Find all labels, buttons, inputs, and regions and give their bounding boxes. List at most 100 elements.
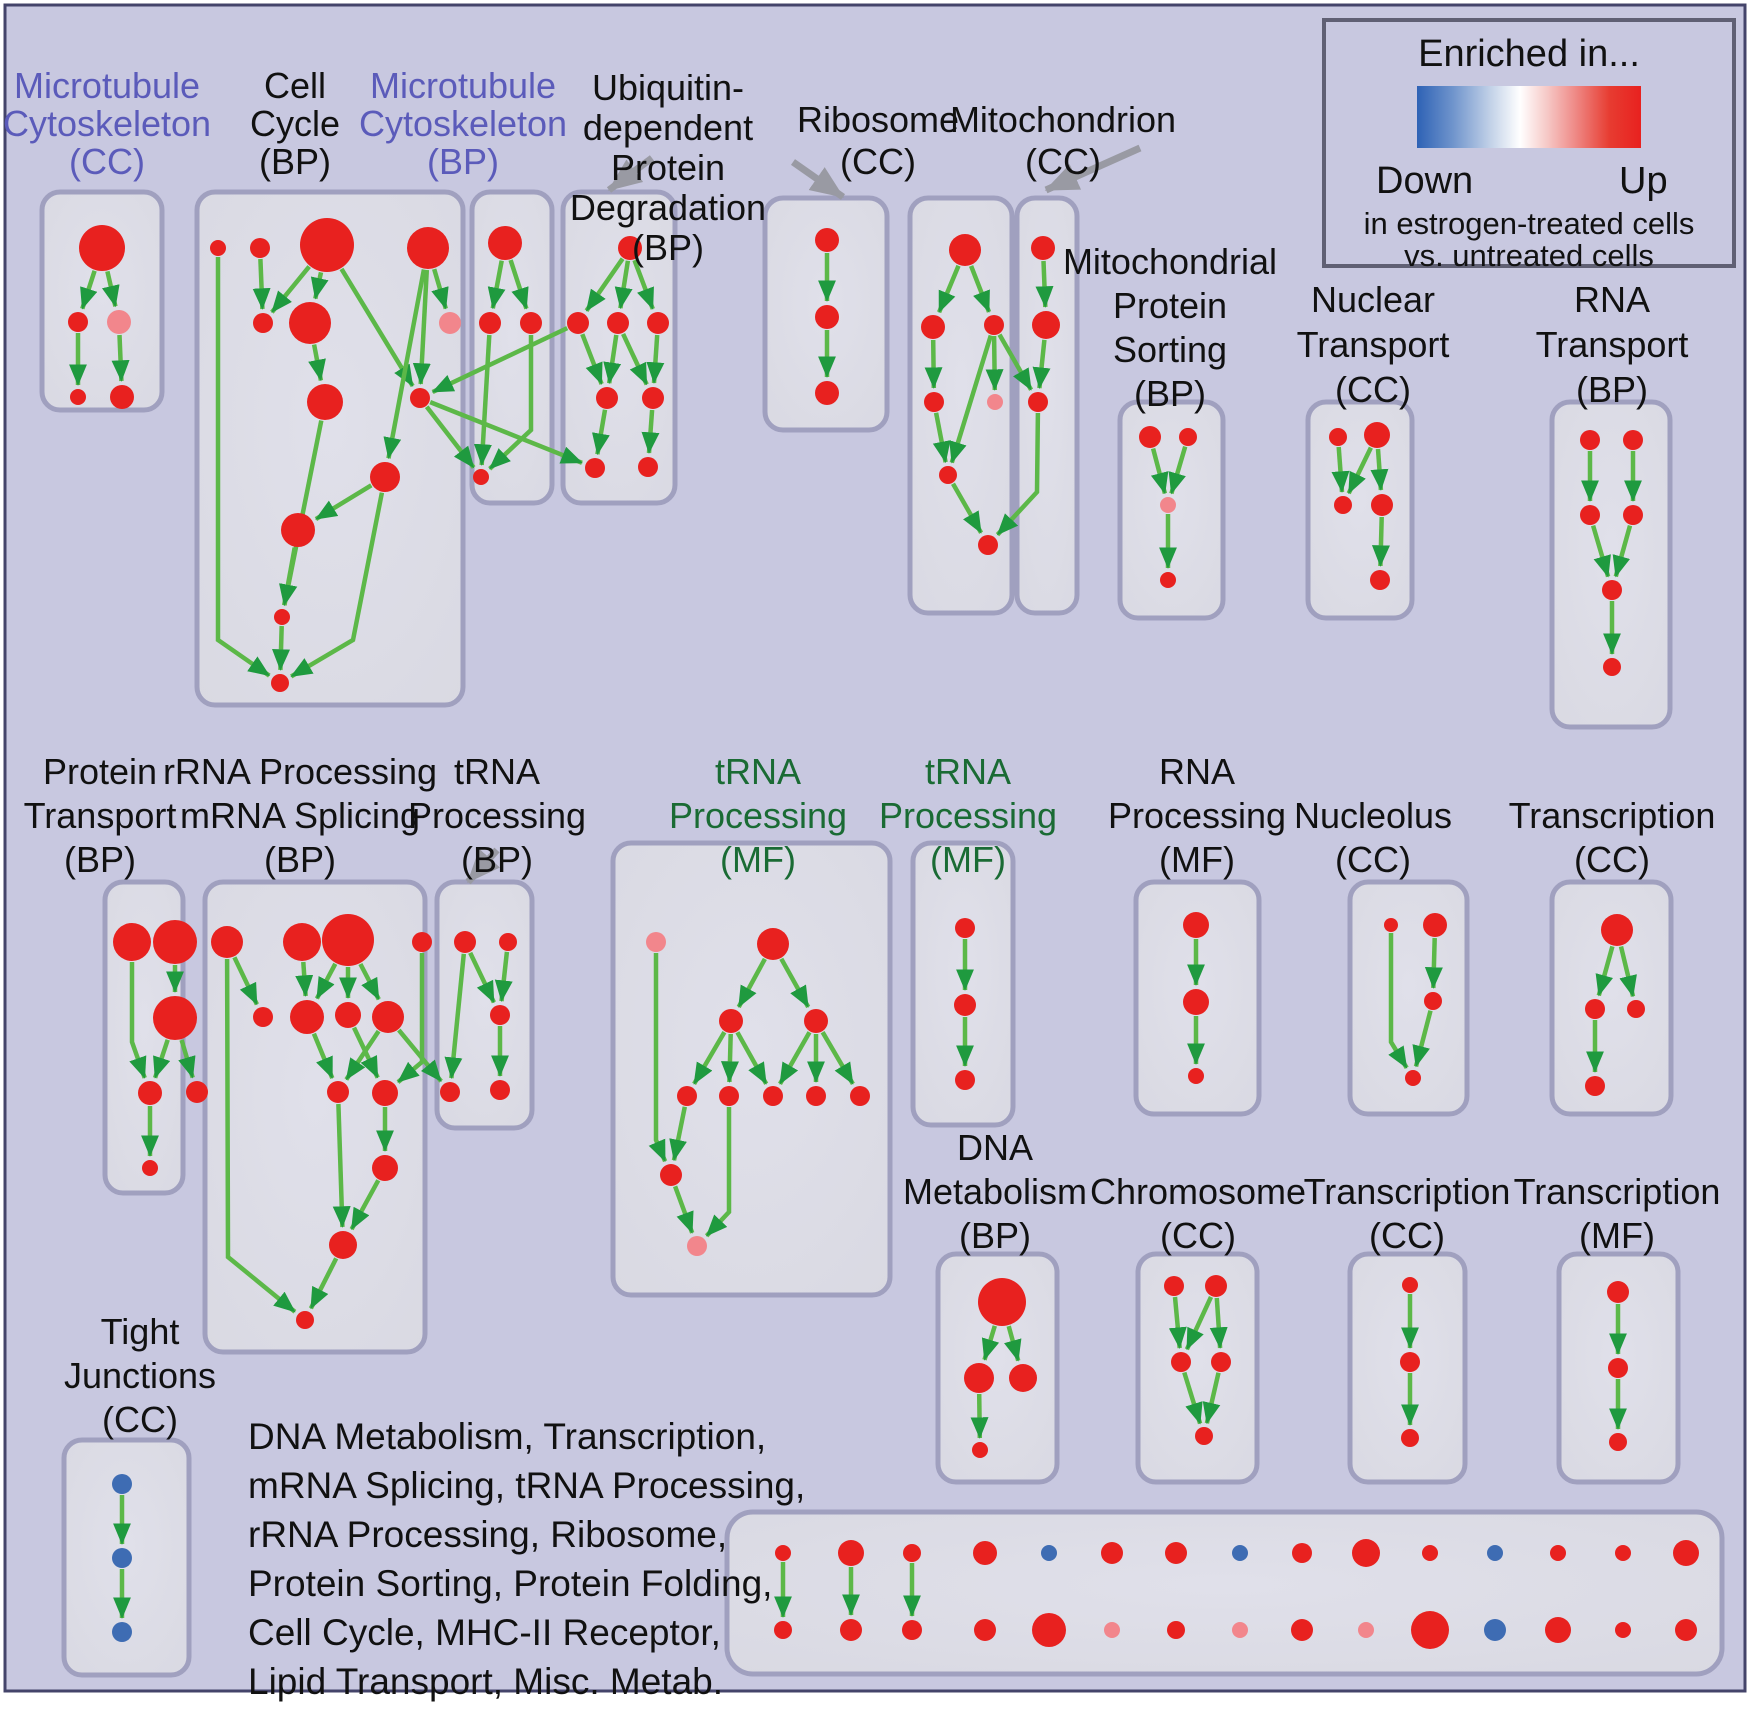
mitochondrion-callout [1044, 144, 1142, 194]
go-term-node [454, 931, 476, 953]
go-term-node [210, 240, 226, 256]
go-term-node [1601, 914, 1633, 946]
legend-subtitle-line2: vs. untreated cells [1404, 238, 1654, 273]
edge-arrow [412, 269, 431, 385]
edge-arrow [970, 1393, 989, 1439]
edge-arrow [344, 1029, 381, 1081]
go-term-node [253, 313, 273, 333]
go-term-node [677, 1086, 697, 1106]
go-term-node [186, 1081, 208, 1103]
cluster-box-misc-matrix [724, 1509, 1725, 1677]
edge-arrow [1618, 945, 1637, 998]
go-term-node [924, 392, 944, 412]
misc-cluster-caption: DNA Metabolism, Transcription, mRNA Spli… [248, 1412, 805, 1706]
go-term-node [1160, 572, 1176, 588]
go-term-node [838, 1540, 864, 1566]
go-term-node [211, 926, 243, 958]
go-term-node [1400, 1352, 1420, 1372]
go-term-node [964, 1363, 994, 1393]
edge-arrow [314, 962, 338, 1000]
go-term-node [1615, 1545, 1631, 1561]
go-term-node [307, 384, 343, 420]
edge-arrow [704, 1107, 732, 1238]
go-term-node [1139, 426, 1161, 448]
go-term-node [815, 228, 839, 252]
cluster-label-dna-metabolism: (BP) [959, 1215, 1031, 1256]
go-term-node [775, 1545, 791, 1561]
edge-arrow [232, 956, 259, 1006]
cluster-label-mitochondrion-cc: Mitochondrion [949, 99, 1177, 140]
cluster-label-mito-protein-sorting: Protein [1112, 285, 1228, 326]
cluster-label-trna-bp: (BP) [461, 839, 533, 880]
cluster-label-ribosome-cc: (CC) [840, 141, 916, 182]
go-term-node [372, 1001, 404, 1033]
go-term-node [804, 1009, 828, 1033]
go-term-node [290, 1000, 324, 1034]
cluster-label-microtubule-bp: Cytoskeleton [358, 103, 568, 144]
go-term-node [646, 932, 666, 952]
go-term-node [490, 1005, 510, 1025]
cluster-label-microtubule-bp: Microtubule [369, 65, 557, 106]
go-term-node [774, 1621, 792, 1639]
edge-arrow [735, 1031, 769, 1085]
go-term-node [974, 1619, 996, 1641]
go-term-node [1484, 1619, 1506, 1641]
go-term-node [1603, 658, 1621, 676]
edge-arrow [152, 1039, 171, 1079]
go-term-node [440, 1082, 460, 1102]
edge-arrow [444, 953, 467, 1079]
ubiquitin-left-callout [606, 155, 655, 193]
edge-arrow [779, 957, 811, 1009]
cluster-label-transcription-mf: (MF) [1579, 1215, 1655, 1256]
go-term-node [660, 1164, 682, 1186]
legend-subtitle-line1: in estrogen-treated cells [1363, 206, 1695, 241]
annotations-layer [465, 144, 1142, 885]
go-term-node [955, 918, 975, 938]
edge-arrow [383, 269, 427, 460]
edge-arrow [488, 335, 534, 471]
cluster-label-mito-protein-sorting: Sorting [1112, 329, 1228, 370]
cluster-label-cell-cycle: Cycle [249, 103, 341, 144]
go-term-node [473, 469, 489, 485]
go-term-node [903, 1544, 921, 1562]
edge-arrow [951, 482, 984, 534]
cluster-label-tight-junctions: (CC) [102, 1399, 178, 1440]
misc-caption-line: mRNA Splicing, tRNA Processing, [248, 1465, 806, 1506]
edge-arrow [592, 409, 610, 456]
go-term-node [1179, 428, 1197, 446]
edge-arrow [669, 1106, 688, 1162]
edge-arrow [672, 1185, 695, 1234]
go-term-node [283, 923, 321, 961]
go-term-node [372, 1155, 398, 1181]
cluster-label-microtubule-cc: (CC) [69, 141, 145, 182]
go-term-node [479, 312, 501, 334]
go-term-node [815, 305, 839, 329]
edge-arrow [308, 344, 326, 382]
cluster-box-microtubule-cc [39, 189, 165, 413]
edge-arrow [1035, 260, 1054, 308]
go-term-node [840, 1619, 862, 1641]
go-term-node [1232, 1622, 1248, 1638]
edge-arrow [648, 953, 668, 1163]
cluster-label-transcription-cc-bottom: (CC) [1369, 1215, 1445, 1256]
go-term-node [1104, 1622, 1120, 1638]
go-term-node [1401, 1429, 1419, 1447]
edge-arrow [1150, 448, 1169, 495]
cluster-label-microtubule-bp: (BP) [427, 141, 499, 182]
go-term-node [1371, 494, 1393, 516]
go-term-node [1487, 1545, 1503, 1561]
cluster-label-mito-protein-sorting: (BP) [1134, 373, 1206, 414]
edge-arrow [349, 1179, 381, 1231]
go-term-node [289, 302, 331, 344]
edge-arrow [621, 332, 649, 386]
legend-gradient-bar [1417, 86, 1641, 148]
edge-arrow [508, 259, 529, 310]
cluster-label-tight-junctions: Tight [100, 1311, 180, 1352]
go-term-node [322, 914, 374, 966]
cluster-label-rna-transport: Transport [1535, 324, 1689, 365]
go-term-node [327, 1081, 349, 1103]
edge-arrow [1168, 1296, 1187, 1349]
edge-arrow [1182, 1371, 1203, 1425]
go-term-node [253, 1007, 273, 1027]
